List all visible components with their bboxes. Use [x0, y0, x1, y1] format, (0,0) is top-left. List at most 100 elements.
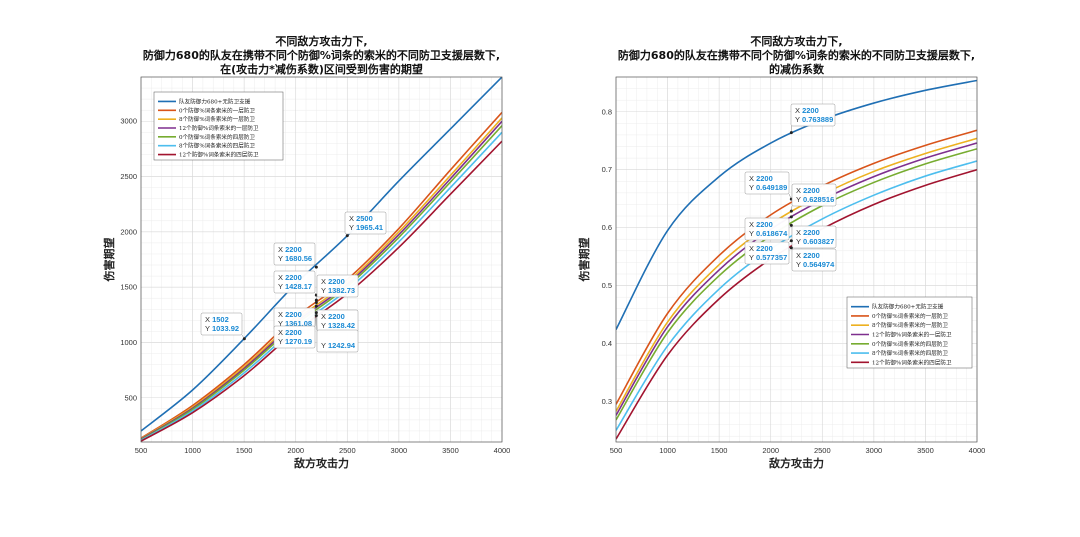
datatip-box [273, 242, 316, 266]
y-tick-label: 0.3 [602, 397, 612, 406]
legend-label: 12个防御%词条索米的四层防卫 [872, 358, 952, 366]
datatip-y: Y 0.603827 [796, 237, 834, 246]
datatip-y-value: 1242.94 [328, 341, 356, 350]
legend-label: 8个防御%词条索米的一层防卫 [179, 115, 255, 123]
y-tick-label: 2500 [120, 172, 137, 181]
datatip-y-label: Y [749, 253, 756, 262]
datatip-y-value: 0.577357 [756, 253, 787, 262]
x-tick-label: 3000 [866, 446, 883, 455]
y-tick-label: 0.5 [602, 281, 612, 290]
datatip-x-value: 2200 [285, 273, 302, 282]
x-tick-label: 4000 [494, 446, 511, 455]
datatip-y-value: 1328.42 [328, 321, 355, 330]
x-tick-label: 4000 [969, 446, 986, 455]
legend-label: 队友防御力680+无防卫支援 [179, 97, 251, 105]
datatip-y-value: 0.603827 [803, 237, 834, 246]
datatip-y-label: Y [796, 237, 803, 246]
chart-title-line: 不同敌方攻击力下, [750, 34, 842, 48]
legend-box [153, 91, 284, 161]
x-tick-label: 500 [610, 446, 623, 455]
datatip-x: X 2200 [796, 251, 820, 260]
datatip-y-label: Y [278, 337, 285, 346]
x-axis-label: 敌方攻击力 [769, 456, 824, 470]
datatip-x: X 2200 [321, 277, 345, 286]
chart-title-line: 在(攻击力*减伤系数)区间受到伤害的期望 [220, 62, 423, 76]
datatip-y: Y 1428.17 [278, 282, 312, 291]
datatip-x: X 2200 [278, 245, 302, 254]
datatip-y: Y 0.618674 [749, 229, 788, 238]
legend-label: 8个防御%词条索米的一层防卫 [872, 321, 948, 329]
datatip-box [316, 329, 359, 353]
datatip-x: X 2200 [796, 228, 820, 237]
chart-panel-2: 不同敌方攻击力下,防御力680的队友在携带不同个防御%词条的索米的不同防卫支援层… [577, 34, 985, 470]
datatip-x-label: X [795, 106, 802, 115]
x-tick-label: 3000 [391, 446, 408, 455]
datatip-x-value: 2200 [285, 245, 302, 254]
datatip-y-value: 1965.41 [356, 223, 383, 232]
x-tick-label: 2000 [287, 446, 304, 455]
datatip-marker [314, 298, 318, 302]
series-line [141, 131, 502, 442]
axes-box [615, 76, 978, 443]
x-tick-label: 500 [135, 446, 148, 455]
legend: 队友防御力680+无防卫支援0个防御%词条索米的一层防卫8个防御%词条索米的一层… [846, 296, 973, 369]
y-tick-label: 0.6 [602, 223, 612, 232]
datatip-y: Y 0.649189 [749, 183, 787, 192]
datatip-x-label: X [749, 220, 756, 229]
datatip-x-label: X [749, 244, 756, 253]
datatip-x-label: X [321, 277, 328, 286]
datatip-y-value: 1680.56 [285, 254, 312, 263]
x-tick-label: 2000 [762, 446, 779, 455]
datatip-y-value: 0.618674 [756, 229, 788, 238]
datatip-box [344, 211, 387, 235]
datatip-marker [789, 131, 793, 135]
datatip-x: X 2200 [278, 273, 302, 282]
datatip-x-label: X [349, 214, 356, 223]
y-tick-label: 2000 [120, 227, 137, 236]
chart-title-line: 防御力680的队友在携带不同个防御%词条的索米的不同防卫支援层数下, [618, 48, 975, 62]
datatip-x: X 2200 [796, 186, 820, 195]
datatip-x-value: 2200 [803, 251, 820, 260]
datatip-y: Y 1328.42 [321, 321, 355, 330]
datatip-y-value: 0.763889 [802, 115, 833, 124]
datatip-y-label: Y [278, 254, 285, 263]
datatip-y: Y 1965.41 [349, 223, 383, 232]
datatip-y-value: 1361.08 [285, 319, 312, 328]
y-tick-label: 3000 [120, 117, 137, 126]
datatip-y-value: 1270.19 [285, 337, 312, 346]
legend-box [846, 296, 973, 369]
datatip-x-label: X [796, 186, 803, 195]
x-tick-label: 3500 [917, 446, 934, 455]
datatip-y-value: 0.564974 [803, 260, 835, 269]
datatip-x: X 1502 [205, 315, 229, 324]
datatip-box [200, 312, 243, 336]
datatip-x-label: X [749, 174, 756, 183]
datatip-x: X 2200 [749, 220, 773, 229]
datatip-y-label: Y [749, 183, 756, 192]
datatip-marker [314, 304, 318, 308]
x-tick-label: 2500 [339, 446, 356, 455]
datatip-x-label: X [321, 312, 328, 321]
datatip-marker [314, 311, 318, 315]
datatip-box [744, 171, 790, 195]
x-tick-label: 1500 [711, 446, 728, 455]
datatip-marker [789, 246, 793, 250]
datatip-y-label: Y [321, 341, 328, 350]
datatip-x-value: 2200 [328, 312, 345, 321]
datatip-x-value: 2200 [328, 277, 345, 286]
y-tick-label: 1500 [120, 283, 137, 292]
legend-label: 0个防御%词条索米的一层防卫 [179, 106, 255, 114]
datatip-marker [789, 223, 793, 227]
series-line [616, 129, 977, 405]
datatip-y-value: 1033.92 [212, 324, 239, 333]
datatip-x-value: 2200 [802, 106, 819, 115]
datatip-x-label: X [278, 328, 285, 337]
x-tick-label: 1000 [659, 446, 676, 455]
